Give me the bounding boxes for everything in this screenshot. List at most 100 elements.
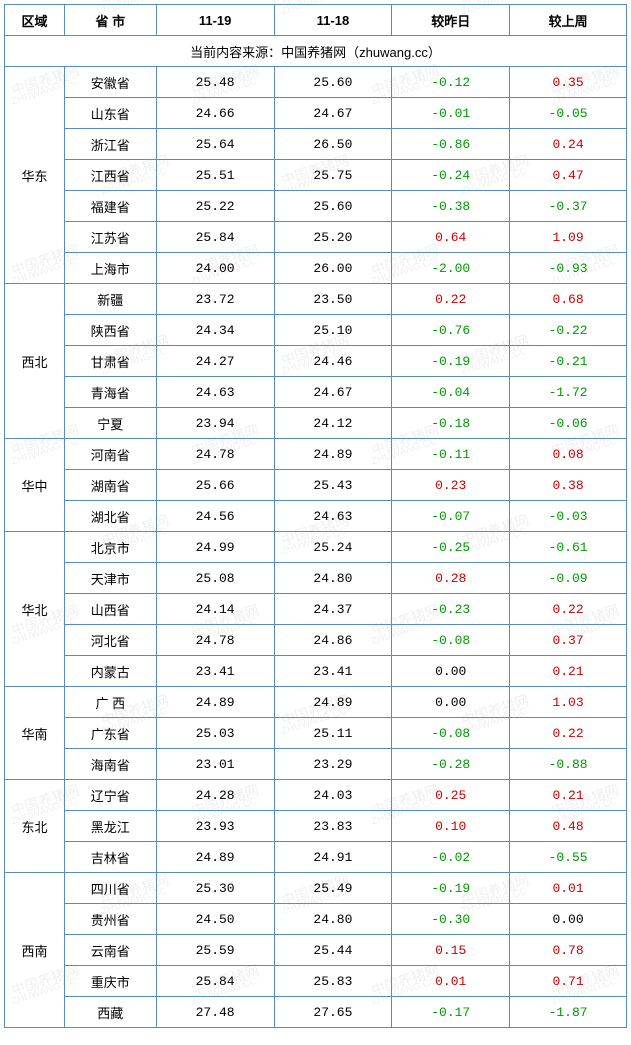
value-d1: 23.72 [156, 284, 274, 315]
value-d1: 25.08 [156, 563, 274, 594]
province-cell: 新疆 [64, 284, 156, 315]
table-row: 华东安徽省25.4825.60-0.120.35 [5, 67, 627, 98]
value-d2: 25.83 [274, 966, 392, 997]
delta-week: -0.05 [510, 98, 627, 129]
table-row: 山西省24.1424.37-0.230.22 [5, 594, 627, 625]
province-cell: 山西省 [64, 594, 156, 625]
delta-week: 0.68 [510, 284, 627, 315]
delta-day: -0.07 [392, 501, 510, 532]
delta-day: -0.17 [392, 997, 510, 1028]
delta-week: 0.22 [510, 594, 627, 625]
value-d1: 23.01 [156, 749, 274, 780]
value-d1: 24.63 [156, 377, 274, 408]
table-row: 华北北京市24.9925.24-0.25-0.61 [5, 532, 627, 563]
province-cell: 湖北省 [64, 501, 156, 532]
region-cell: 东北 [5, 780, 65, 873]
value-d2: 24.89 [274, 439, 392, 470]
value-d2: 27.65 [274, 997, 392, 1028]
region-cell: 西北 [5, 284, 65, 439]
table-row: 甘肃省24.2724.46-0.19-0.21 [5, 346, 627, 377]
table-row: 云南省25.5925.440.150.78 [5, 935, 627, 966]
value-d2: 25.49 [274, 873, 392, 904]
table-row: 广东省25.0325.11-0.080.22 [5, 718, 627, 749]
value-d2: 24.80 [274, 563, 392, 594]
value-d2: 25.60 [274, 191, 392, 222]
price-table: 区域 省 市 11-19 11-18 较昨日 较上周 当前内容来源：中国养猪网（… [4, 4, 627, 1028]
delta-day: 0.00 [392, 656, 510, 687]
province-cell: 上海市 [64, 253, 156, 284]
province-cell: 云南省 [64, 935, 156, 966]
value-d2: 24.80 [274, 904, 392, 935]
table-row: 黑龙江23.9323.830.100.48 [5, 811, 627, 842]
table-row: 贵州省24.5024.80-0.300.00 [5, 904, 627, 935]
delta-day: -0.08 [392, 625, 510, 656]
value-d1: 23.94 [156, 408, 274, 439]
delta-week: 0.21 [510, 780, 627, 811]
value-d1: 25.66 [156, 470, 274, 501]
province-cell: 广 西 [64, 687, 156, 718]
col-header-d2: 11-18 [274, 5, 392, 36]
value-d1: 24.27 [156, 346, 274, 377]
table-row: 吉林省24.8924.91-0.02-0.55 [5, 842, 627, 873]
table-row: 江苏省25.8425.200.641.09 [5, 222, 627, 253]
table-row: 江西省25.5125.75-0.240.47 [5, 160, 627, 191]
delta-week: 0.78 [510, 935, 627, 966]
delta-week: 0.24 [510, 129, 627, 160]
delta-week: 0.47 [510, 160, 627, 191]
value-d1: 24.89 [156, 687, 274, 718]
table-row: 重庆市25.8425.830.010.71 [5, 966, 627, 997]
value-d2: 23.50 [274, 284, 392, 315]
delta-day: -0.08 [392, 718, 510, 749]
province-cell: 甘肃省 [64, 346, 156, 377]
delta-week: 1.03 [510, 687, 627, 718]
delta-week: 0.35 [510, 67, 627, 98]
delta-week: 0.01 [510, 873, 627, 904]
delta-week: 0.48 [510, 811, 627, 842]
value-d2: 25.11 [274, 718, 392, 749]
delta-week: -0.06 [510, 408, 627, 439]
delta-week: 0.00 [510, 904, 627, 935]
delta-day: -0.86 [392, 129, 510, 160]
value-d1: 24.50 [156, 904, 274, 935]
value-d2: 24.67 [274, 98, 392, 129]
value-d2: 26.00 [274, 253, 392, 284]
province-cell: 重庆市 [64, 966, 156, 997]
province-cell: 陕西省 [64, 315, 156, 346]
value-d2: 24.86 [274, 625, 392, 656]
value-d1: 25.51 [156, 160, 274, 191]
delta-week: -0.61 [510, 532, 627, 563]
value-d2: 25.75 [274, 160, 392, 191]
delta-day: 0.15 [392, 935, 510, 966]
table-row: 河北省24.7824.86-0.080.37 [5, 625, 627, 656]
province-cell: 福建省 [64, 191, 156, 222]
delta-day: -0.38 [392, 191, 510, 222]
value-d1: 24.56 [156, 501, 274, 532]
province-cell: 河北省 [64, 625, 156, 656]
province-cell: 湖南省 [64, 470, 156, 501]
delta-day: 0.28 [392, 563, 510, 594]
value-d1: 24.78 [156, 439, 274, 470]
province-cell: 辽宁省 [64, 780, 156, 811]
delta-week: -0.09 [510, 563, 627, 594]
value-d2: 24.03 [274, 780, 392, 811]
province-cell: 海南省 [64, 749, 156, 780]
delta-day: -0.04 [392, 377, 510, 408]
province-cell: 江西省 [64, 160, 156, 191]
value-d2: 25.20 [274, 222, 392, 253]
value-d2: 24.63 [274, 501, 392, 532]
delta-week: -1.72 [510, 377, 627, 408]
value-d1: 25.30 [156, 873, 274, 904]
delta-week: -0.21 [510, 346, 627, 377]
table-row: 东北辽宁省24.2824.030.250.21 [5, 780, 627, 811]
delta-day: 0.00 [392, 687, 510, 718]
value-d2: 24.46 [274, 346, 392, 377]
delta-day: 0.64 [392, 222, 510, 253]
province-cell: 吉林省 [64, 842, 156, 873]
source-line: 当前内容来源：中国养猪网（zhuwang.cc） [5, 36, 627, 67]
value-d2: 24.37 [274, 594, 392, 625]
table-row: 华南广 西24.8924.890.001.03 [5, 687, 627, 718]
delta-day: 0.22 [392, 284, 510, 315]
value-d2: 24.89 [274, 687, 392, 718]
delta-day: -0.76 [392, 315, 510, 346]
value-d2: 25.44 [274, 935, 392, 966]
